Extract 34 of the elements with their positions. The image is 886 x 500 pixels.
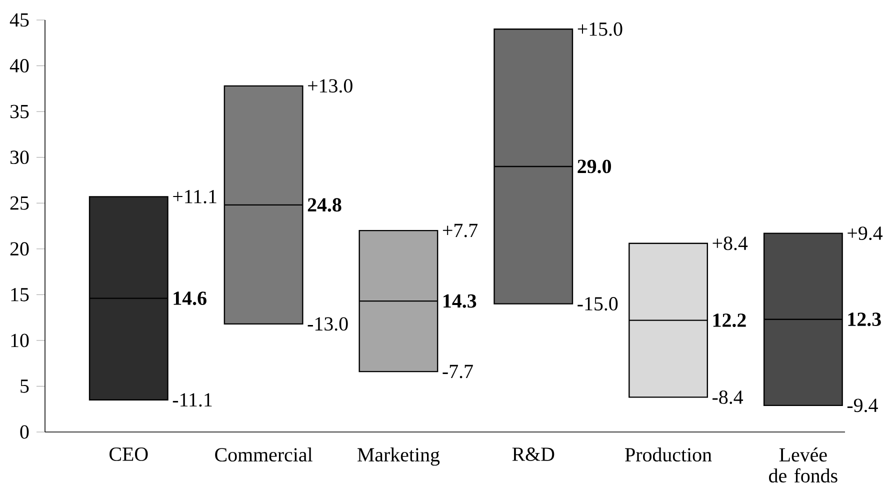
annotation: 12.2 [713, 314, 746, 328]
annotation: 14.6 [174, 292, 206, 306]
annotation: 24.8 [308, 198, 342, 212]
annotation: -13.0 [308, 317, 348, 331]
y-tick-label: 20 [10, 242, 29, 256]
y-tick-label: 5 [20, 380, 29, 393]
annotation: -7.7 [442, 364, 473, 378]
annotation: +8.4 [712, 236, 748, 250]
x-tick-label: R&D [512, 448, 554, 461]
annotation: +15.0 [578, 22, 622, 36]
y-tick-label: 15 [11, 288, 29, 302]
x-tick-label: Levée de fonds [769, 448, 838, 483]
annotation: 12.3 [848, 312, 881, 326]
annotation: -9.4 [847, 398, 878, 412]
x-tick-label: Marketing [358, 448, 440, 466]
y-tick-label: 10 [11, 334, 29, 348]
annotation: 14.3 [444, 294, 476, 308]
annotation: +7.7 [442, 224, 478, 238]
y-tick-label: 0 [20, 425, 29, 439]
annotation: +9.4 [848, 226, 883, 240]
annotation: +11.1 [173, 190, 216, 204]
x-tick-label: Production [625, 448, 712, 462]
y-tick-label: 35 [10, 104, 29, 118]
x-tick-label: CEO [110, 448, 148, 461]
annotation: 29.0 [578, 160, 611, 174]
y-tick-label: 45 [10, 13, 29, 27]
x-tick-label: Commercial [215, 448, 312, 462]
y-tick-label: 30 [10, 150, 29, 164]
y-tick-label: 40 [10, 59, 29, 72]
annotation: -15.0 [578, 297, 618, 311]
annotation: -11.1 [172, 393, 212, 407]
annotation: +13.0 [308, 79, 352, 93]
y-tick-label: 25 [10, 196, 29, 210]
annotation: -8.4 [712, 390, 744, 404]
